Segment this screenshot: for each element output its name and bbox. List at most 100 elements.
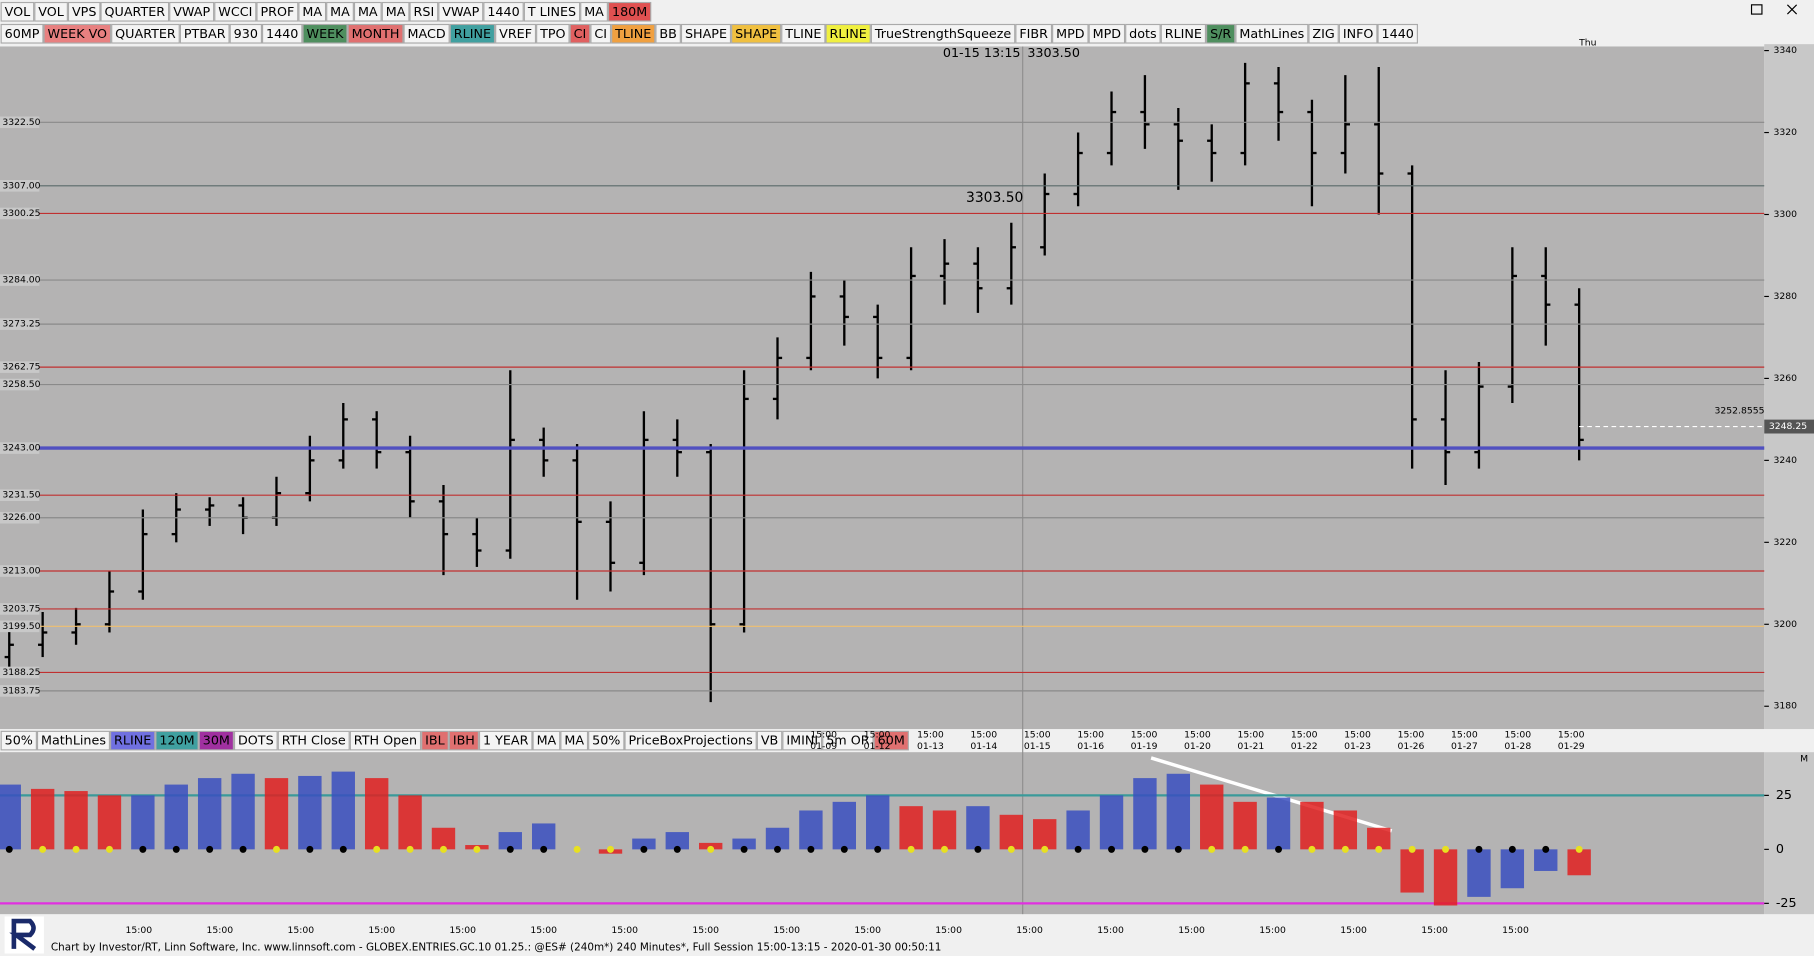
button-label[interactable]: WCCI [218,4,252,19]
button-label[interactable]: 30M [203,733,230,748]
toolbar-button[interactable] [523,1,581,22]
toolbar-button[interactable] [478,730,533,751]
button-label[interactable]: SHAPE [735,26,777,41]
toolbar-button[interactable] [298,1,327,22]
toolbar-button[interactable] [569,23,591,44]
button-label[interactable]: MPD [1056,26,1085,41]
toolbar-button[interactable] [731,23,782,44]
button-label[interactable]: RLINE [454,26,491,41]
toolbar-button[interactable] [381,1,410,22]
toolbar-button[interactable] [409,1,439,22]
toolbar-button[interactable] [229,23,262,44]
button-label[interactable]: WEEK [307,26,345,41]
button-label[interactable]: RSI [414,4,435,19]
toolbar-button[interactable] [607,1,652,22]
toolbar-button[interactable] [100,1,170,22]
toolbar-button[interactable] [1206,23,1236,44]
button-label[interactable]: dots [1129,26,1156,41]
button-label[interactable]: FIBR [1019,26,1048,41]
toolbar-button[interactable] [590,23,612,44]
button-label[interactable]: MACD [408,26,446,41]
button-label[interactable]: MathLines [41,733,106,748]
button-label[interactable]: IBH [453,733,475,748]
toolbar-button[interactable] [347,23,404,44]
toolbar-button[interactable] [560,730,589,751]
toolbar-button[interactable] [0,1,35,22]
toolbar-button[interactable] [756,730,783,751]
toolbar-button[interactable] [326,1,354,22]
toolbar-button[interactable] [680,23,732,44]
toolbar-button[interactable] [483,1,524,22]
button-label[interactable]: VWAP [442,4,479,19]
button-label[interactable]: PriceBoxProjections [629,733,753,748]
button-label[interactable]: ZIG [1312,26,1334,41]
toolbar-button[interactable] [261,23,303,44]
button-label[interactable]: RTH Open [354,733,417,748]
button-label[interactable]: VB [761,733,778,748]
toolbar-button[interactable] [495,23,537,44]
button-label[interactable]: 930 [234,26,258,41]
button-label[interactable]: 1440 [266,26,298,41]
toolbar-button[interactable] [1235,23,1309,44]
button-label[interactable]: T LINES [527,4,576,19]
toolbar-button[interactable] [825,23,871,44]
button-label[interactable]: VWAP [173,4,210,19]
button-label[interactable]: SHAPE [685,26,727,41]
toolbar-button[interactable] [1308,23,1339,44]
button-label[interactable]: 60M [878,733,905,748]
button-label[interactable]: MA [330,4,350,19]
toolbar-button[interactable] [438,1,484,22]
button-label[interactable]: CI [574,26,587,41]
toolbar-button[interactable] [421,730,449,751]
button-label[interactable]: VREF [499,26,532,41]
toolbar-button[interactable] [1377,23,1418,44]
button-label[interactable]: MONTH [352,26,400,41]
button-label[interactable]: INFO [1343,26,1374,41]
toolbar-button[interactable] [67,1,101,22]
button-label[interactable]: 120M [159,733,194,748]
button-label[interactable]: MA [564,733,584,748]
button-label[interactable]: MA [584,4,604,19]
button-label[interactable]: 1440 [487,4,519,19]
toolbar-button[interactable] [214,1,257,22]
button-label[interactable]: 180M [612,4,647,19]
button-label[interactable]: MA [537,733,557,748]
toolbar-button[interactable] [1052,23,1089,44]
toolbar-button[interactable] [34,1,68,22]
button-label[interactable]: QUARTER [105,4,166,19]
button-label[interactable]: IMINI [786,733,818,748]
button-label[interactable]: 50% [5,733,33,748]
button-label[interactable]: MathLines [1239,26,1304,41]
toolbar-button[interactable] [403,23,450,44]
toolbar-button[interactable] [1015,23,1053,44]
toolbar-button[interactable] [870,23,1016,44]
toolbar-button[interactable] [277,730,350,751]
button-label[interactable]: 1 YEAR [483,733,529,748]
toolbar-button[interactable] [233,730,278,751]
button-label[interactable]: VOL [38,4,64,19]
toolbar-button[interactable] [781,23,826,44]
button-label[interactable]: MA [386,4,406,19]
toolbar-button[interactable] [111,23,180,44]
button-label[interactable]: DOTS [238,733,274,748]
toolbar-button[interactable] [532,730,561,751]
toolbar-button[interactable] [1160,23,1207,44]
button-label[interactable]: 50% [592,733,620,748]
toolbar-button[interactable] [0,730,37,751]
button-label[interactable]: 1440 [1382,26,1414,41]
button-label[interactable]: 5m OR [826,733,870,748]
toolbar-button[interactable] [36,730,111,751]
button-label[interactable]: IBL [425,733,445,748]
button-label[interactable]: PROF [260,4,294,19]
window-controls[interactable] [1750,4,1798,15]
toolbar-button[interactable] [873,730,909,751]
close-icon[interactable] [1786,4,1798,15]
toolbar-button[interactable] [0,23,44,44]
button-label[interactable]: VOL [5,4,31,19]
toolbar-button[interactable] [302,23,348,44]
button-label[interactable]: MPD [1093,26,1122,41]
toolbar-button[interactable] [353,1,382,22]
toolbar-button[interactable] [449,23,496,44]
button-label[interactable]: RLINE [1165,26,1202,41]
button-label[interactable]: 60MP [5,26,40,41]
